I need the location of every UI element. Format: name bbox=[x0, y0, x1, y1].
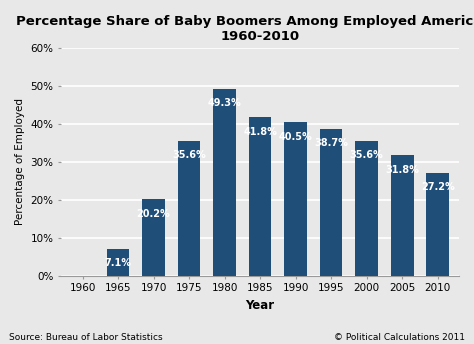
Bar bbox=[320, 129, 343, 276]
X-axis label: Year: Year bbox=[246, 299, 274, 312]
Text: 27.2%: 27.2% bbox=[421, 182, 455, 192]
Bar bbox=[107, 249, 129, 276]
Bar bbox=[178, 141, 201, 276]
Text: © Political Calculations 2011: © Political Calculations 2011 bbox=[334, 333, 465, 342]
Title: Percentage Share of Baby Boomers Among Employed Americans,
1960-2010: Percentage Share of Baby Boomers Among E… bbox=[16, 15, 474, 43]
Bar bbox=[426, 173, 449, 276]
Text: 20.2%: 20.2% bbox=[137, 208, 171, 218]
Text: 31.8%: 31.8% bbox=[385, 165, 419, 175]
Text: 38.7%: 38.7% bbox=[314, 139, 348, 149]
Text: 35.6%: 35.6% bbox=[172, 150, 206, 160]
Text: 35.6%: 35.6% bbox=[350, 150, 383, 160]
Bar bbox=[284, 122, 307, 276]
Bar bbox=[356, 141, 378, 276]
Bar bbox=[391, 155, 413, 276]
Bar bbox=[213, 89, 236, 276]
Text: 49.3%: 49.3% bbox=[208, 98, 241, 108]
Text: 41.8%: 41.8% bbox=[243, 127, 277, 137]
Y-axis label: Percentage of Employed: Percentage of Employed bbox=[15, 98, 25, 225]
Text: Source: Bureau of Labor Statistics: Source: Bureau of Labor Statistics bbox=[9, 333, 163, 342]
Bar bbox=[142, 199, 165, 276]
Text: 7.1%: 7.1% bbox=[105, 258, 131, 268]
Text: 40.5%: 40.5% bbox=[279, 132, 312, 142]
Bar bbox=[249, 117, 272, 276]
